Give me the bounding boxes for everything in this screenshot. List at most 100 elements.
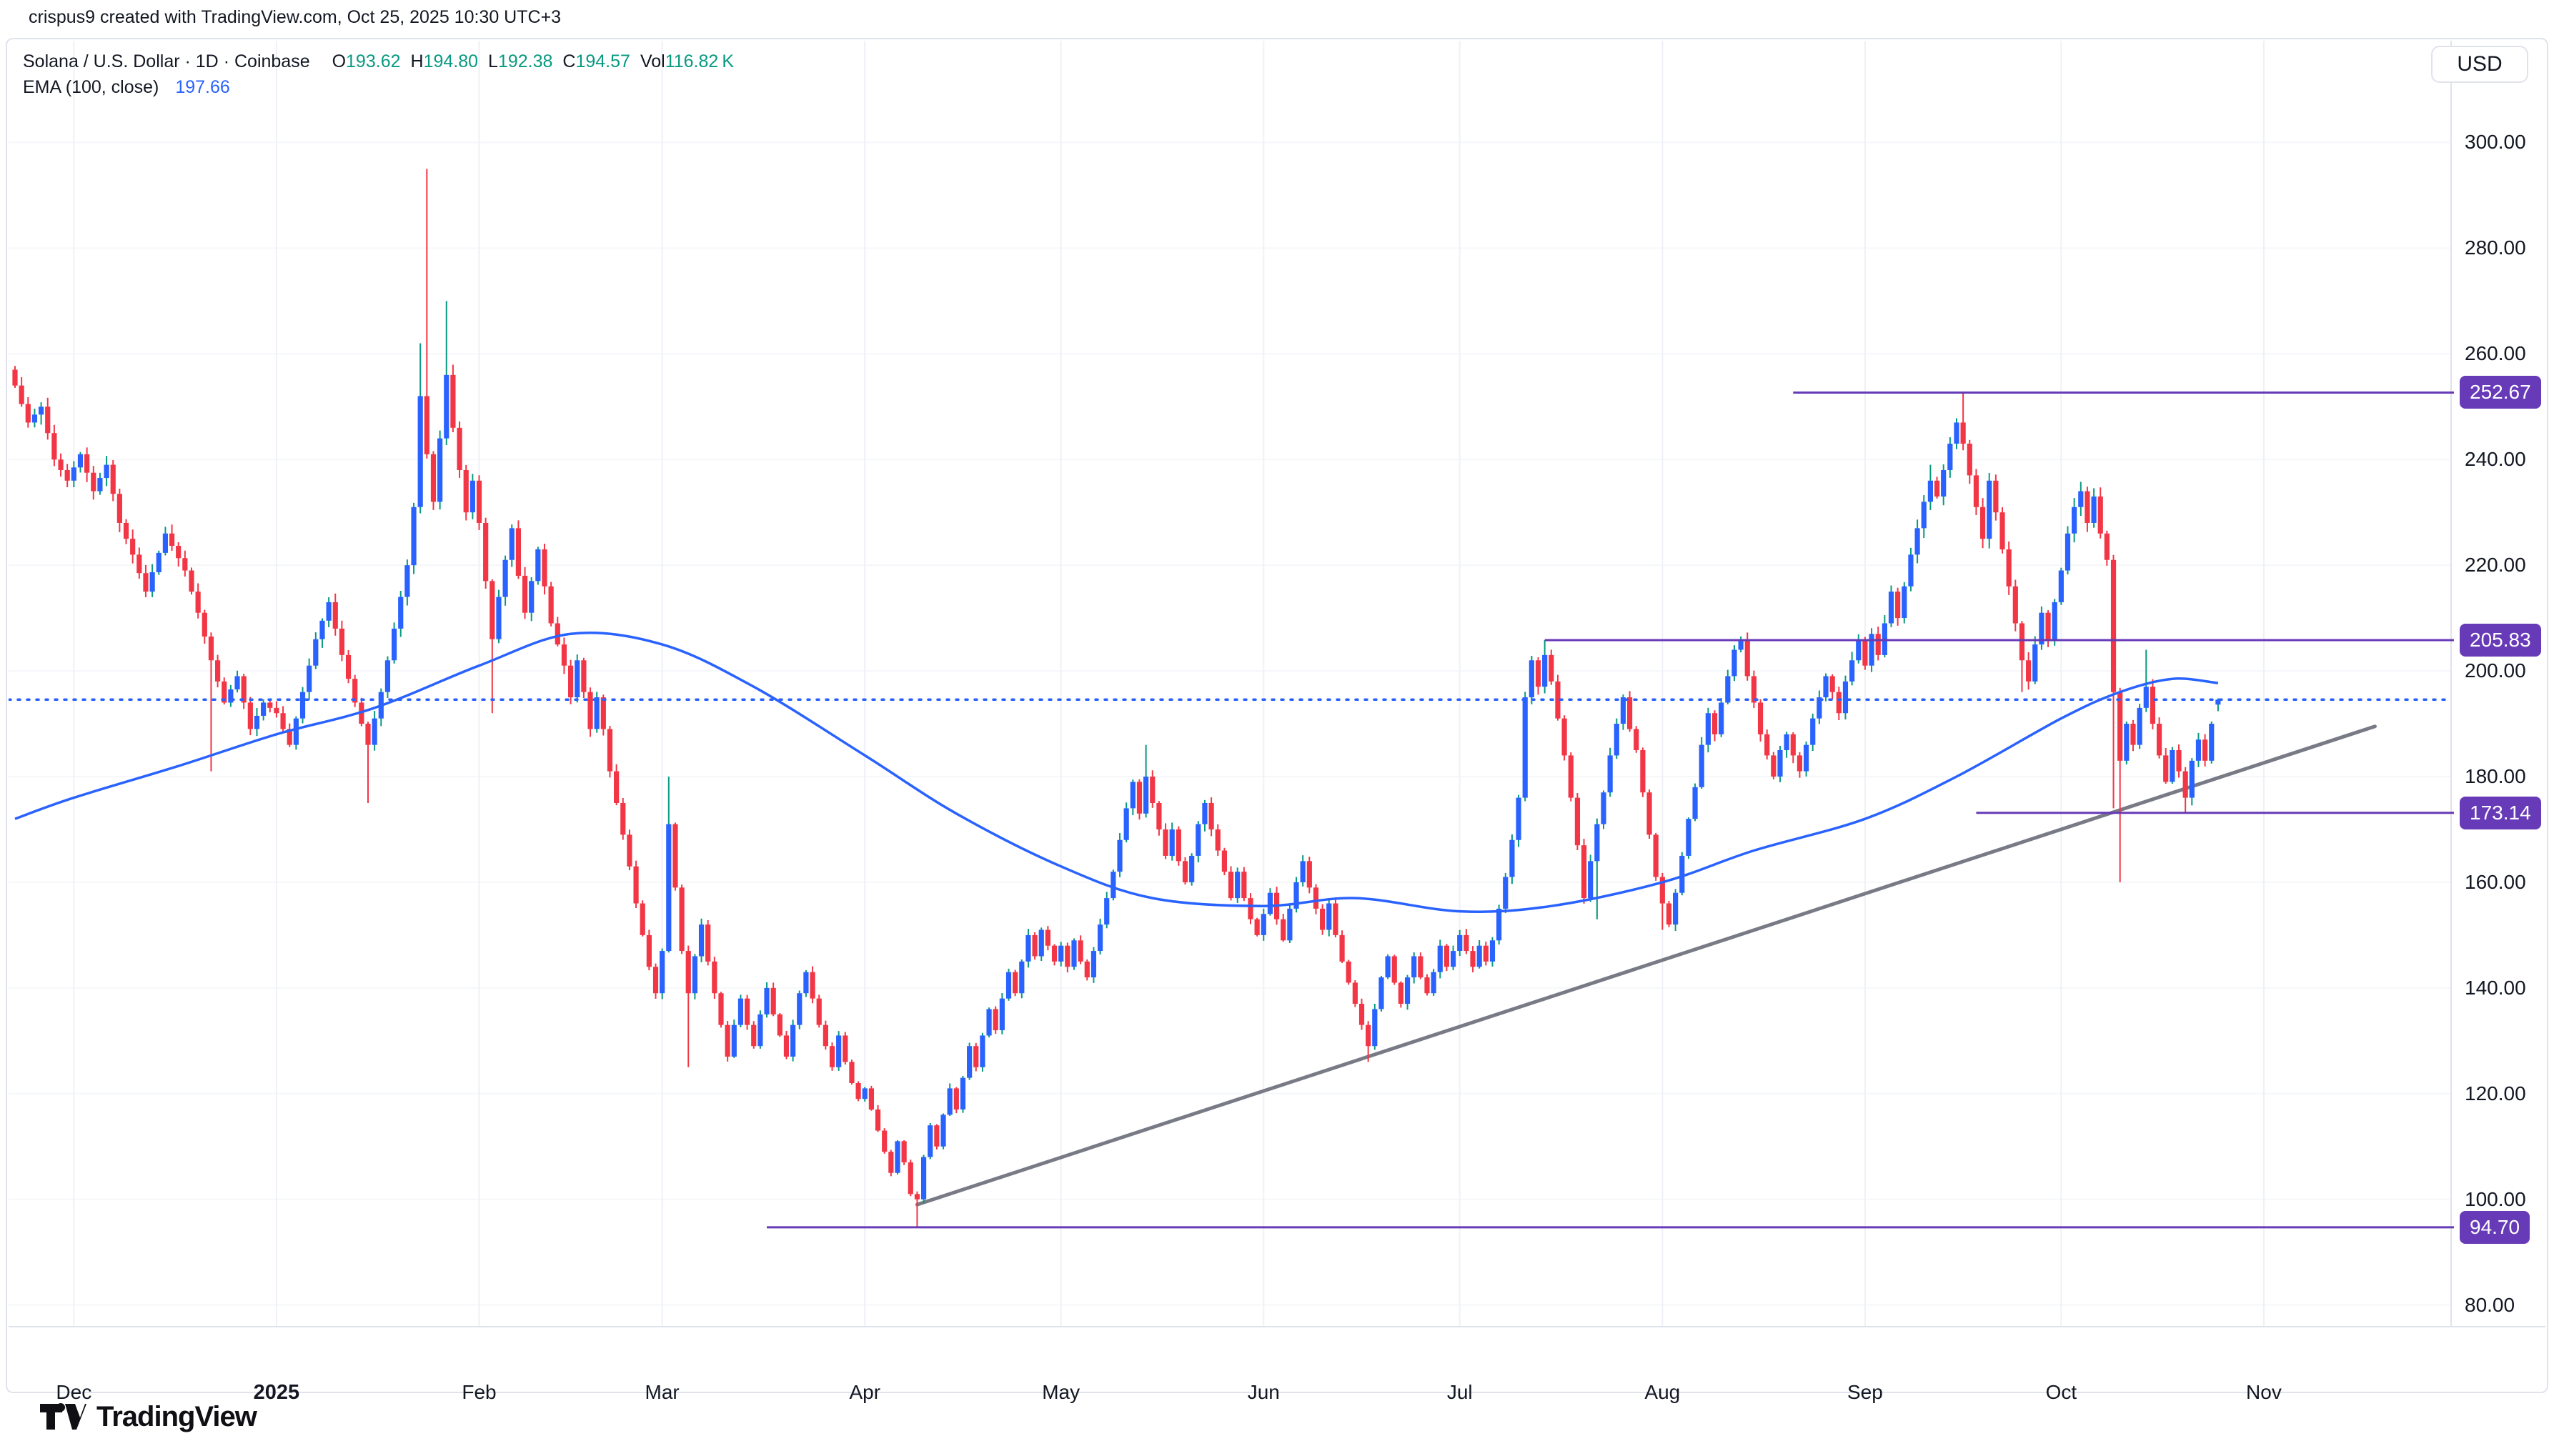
candle-body <box>339 628 345 655</box>
candle-body <box>12 369 18 386</box>
candle-body <box>1549 654 1554 682</box>
candle-body <box>1326 903 1332 930</box>
candle-body <box>71 467 76 481</box>
candle-body <box>757 1014 763 1047</box>
candle-body <box>1019 961 1025 994</box>
time-tick-label: Jul <box>1446 1381 1473 1403</box>
candle-body <box>77 454 84 468</box>
candle-body <box>202 612 207 637</box>
candle-body <box>836 1035 842 1067</box>
candle-body <box>1902 586 1907 619</box>
candle-body <box>594 697 600 729</box>
candle-body <box>208 636 214 661</box>
candle-body <box>561 644 567 666</box>
volume-value: Vol116.82 K <box>640 51 734 71</box>
candle-body <box>1529 660 1534 698</box>
price-tick-label: 100.00 <box>2465 1187 2526 1210</box>
candle-body <box>777 1014 782 1036</box>
candle-body <box>1038 929 1044 957</box>
candle-body <box>326 602 332 621</box>
candle-body <box>672 824 678 888</box>
candle-body <box>1979 507 1986 539</box>
attribution-text: crispus9 created with TradingView.com, O… <box>29 7 562 27</box>
time-tick-label: May <box>1042 1381 1080 1403</box>
candle-body <box>123 522 129 539</box>
ema-100-line[interactable] <box>14 632 2219 913</box>
candle-body <box>1051 945 1058 962</box>
candle-body <box>868 1088 875 1110</box>
candle-body <box>1823 676 1829 698</box>
candle-body <box>1725 676 1731 703</box>
candle-body <box>1522 697 1528 798</box>
candle-body <box>920 1157 927 1200</box>
candle-body <box>1424 977 1430 994</box>
candle-body <box>1829 676 1835 692</box>
candle-body <box>1293 882 1299 909</box>
candle-body <box>555 623 560 645</box>
candle-body <box>1607 755 1613 793</box>
candle-body <box>1130 782 1136 809</box>
candle-body <box>1176 829 1181 862</box>
price-chart-canvas[interactable] <box>7 39 2547 1392</box>
candle-body <box>2058 570 2064 602</box>
candle-body <box>136 554 142 574</box>
candle-body <box>993 1009 998 1031</box>
candle-body <box>1366 1024 1371 1047</box>
candle-body <box>575 660 580 698</box>
price-tick-label: 240.00 <box>2465 448 2526 471</box>
candle-body <box>1699 744 1704 787</box>
candle-body <box>999 998 1005 1031</box>
candle-body <box>64 469 70 481</box>
candle-body <box>947 1088 953 1115</box>
candle-body <box>156 552 162 572</box>
candle-body <box>764 987 770 1014</box>
candle-body <box>1437 945 1443 972</box>
candle-body <box>1117 839 1123 872</box>
candle-body <box>803 972 809 994</box>
candle-body <box>1110 872 1116 899</box>
candle-body <box>1189 855 1195 882</box>
candle-body <box>1666 903 1672 925</box>
candle-body <box>58 459 64 470</box>
candle-body <box>1686 819 1691 856</box>
candle-body <box>1300 861 1306 882</box>
candle-body <box>2026 660 2032 682</box>
candle-body <box>1817 697 1822 719</box>
candle-body <box>1927 480 1933 502</box>
candle-body <box>384 660 391 692</box>
candle-body <box>110 464 116 494</box>
candle-body <box>1156 802 1162 829</box>
candle-body <box>529 581 535 613</box>
candle-body <box>940 1115 946 1147</box>
candle-body <box>1450 951 1456 967</box>
candle-body <box>1581 845 1587 899</box>
candle-body <box>1836 692 1842 714</box>
candle-body <box>424 396 429 454</box>
candle-body <box>1352 982 1358 1004</box>
candle-body <box>1372 1009 1378 1047</box>
price-tick-label: 280.00 <box>2465 236 2526 259</box>
currency-unit-button[interactable]: USD <box>2431 46 2528 83</box>
legend-indicator-row[interactable]: EMA (100, close) 197.66 <box>23 74 734 100</box>
time-axis[interactable] <box>9 1365 2455 1393</box>
time-tick-label: Jun <box>1247 1381 1280 1403</box>
candle-body <box>84 454 90 473</box>
candle-body <box>1398 982 1403 1004</box>
candle-body <box>1692 787 1698 819</box>
candle-body <box>1777 750 1783 777</box>
candle-body <box>535 549 541 582</box>
candle-body <box>404 565 410 597</box>
ascending-trendline[interactable] <box>915 724 2377 1207</box>
plot-area[interactable] <box>9 41 2451 1327</box>
candle-body <box>2012 586 2018 624</box>
candle-body <box>698 924 705 957</box>
candle-body <box>1784 734 1789 751</box>
candle-body <box>182 558 188 571</box>
candle-body <box>862 1088 868 1100</box>
candle-body <box>1267 892 1273 914</box>
legend-symbol-row[interactable]: Solana / U.S. Dollar · 1D · Coinbase O19… <box>23 49 734 74</box>
candle-body <box>1025 934 1031 962</box>
tradingview-logo[interactable]: TradingView <box>39 1399 257 1435</box>
candle-body <box>587 692 593 729</box>
candle-body <box>91 472 96 492</box>
